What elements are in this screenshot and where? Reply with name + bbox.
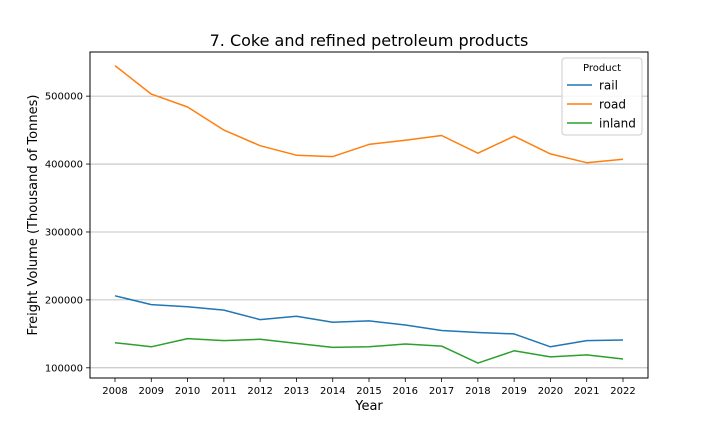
series-line-rail	[114, 295, 624, 348]
x-tick-label: 2011	[211, 386, 236, 397]
y-tick-label: 300000	[45, 227, 83, 238]
x-tick-label: 2022	[610, 386, 635, 397]
x-tick-label: 2021	[574, 386, 599, 397]
x-tick-label: 2010	[175, 386, 200, 397]
x-tick-label: 2012	[247, 386, 272, 397]
x-tick-label: 2008	[102, 386, 127, 397]
legend-label-road: road	[599, 98, 626, 112]
x-tick-label: 2017	[429, 386, 454, 397]
y-tick-label: 100000	[45, 363, 83, 374]
x-axis: 2008 2009 2010 2011 2012 2013 2014 2015 2016 2017…	[102, 378, 636, 397]
series-line-inland	[114, 337, 624, 364]
y-tick-label: 400000	[45, 160, 83, 171]
legend-title: Product	[583, 63, 621, 74]
x-axis-label: Year	[354, 399, 383, 414]
grid-lines	[90, 95, 648, 369]
legend-box	[561, 57, 643, 136]
x-tick-label: 2019	[501, 386, 526, 397]
x-tick-label: 2018	[465, 386, 490, 397]
chart-title: 7. Coke and refined petroleum products	[210, 31, 529, 50]
y-axis: 100000 200000 300000 400000 500000	[45, 92, 90, 374]
series-lines	[114, 65, 624, 364]
y-tick-label: 500000	[45, 92, 83, 103]
x-tick-label: 2014	[320, 386, 345, 397]
x-tick-label: 2020	[538, 386, 563, 397]
legend-label-inland: inland	[599, 117, 636, 131]
series-line-road	[114, 65, 624, 164]
x-tick-label: 2015	[356, 386, 381, 397]
legend[interactable]: Product rail road inland	[561, 57, 643, 136]
x-tick-label: 2016	[393, 386, 418, 397]
x-tick-label: 2013	[284, 386, 309, 397]
y-axis-label: Freight Volume (Thousand of Tonnes)	[26, 95, 41, 336]
y-tick-label: 200000	[45, 295, 83, 306]
x-tick-label: 2009	[139, 386, 164, 397]
legend-label-rail: rail	[599, 79, 618, 93]
